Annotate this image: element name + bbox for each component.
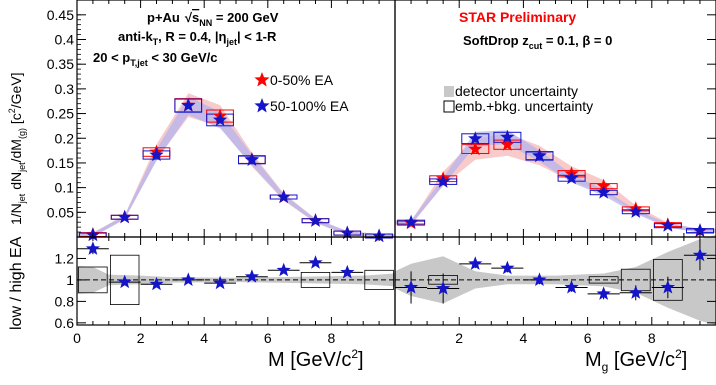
tr-marker-50-100-9: [692, 223, 708, 237]
tl-ytick-label-4: 0.2: [55, 130, 75, 146]
legend-swatch-emb: [443, 100, 455, 113]
bl-detector-band: [77, 266, 395, 294]
axis-ticks: 0.05 0.1 0.15 0.2 0.25 0.3 0.35 0.4 0.45 0.6 0.8 1 1…: [47, 0, 716, 346]
tl-ytick-label-6: 0.3: [55, 81, 75, 97]
softdrop-label: SoftDrop zcut = 0.1, β = 0: [463, 33, 612, 51]
tl-ytick-label-5: 0.25: [47, 106, 74, 122]
x-axis-label-left: M [GeV/c2]: [268, 347, 364, 371]
tr-marker-50-100-7: [628, 204, 643, 218]
tl-marker-50-100-8: [340, 225, 355, 240]
uncertainty-bands: [77, 93, 716, 325]
tl-marker-50-100-7: [308, 213, 323, 227]
br-xtick-label-3: 8: [648, 330, 656, 346]
bl-ytick-label-1: 0.8: [55, 293, 75, 309]
tr-marker-50-100-5: [564, 170, 579, 185]
legend-star-red: [254, 72, 270, 87]
tr-marker-0-50-2: [468, 141, 483, 156]
br-ratio-marker-1: [436, 281, 451, 295]
x-axis-label-right: Mg [GeV/c2]: [585, 347, 687, 374]
bl-xtick-label-3: 6: [264, 330, 272, 346]
bl-ratio-marker-1: [117, 274, 132, 289]
legend-label-50-100: 50-100% EA: [270, 98, 349, 114]
data-markers: [77, 97, 716, 304]
tr-marker-50-100-3: [500, 129, 515, 144]
bl-ytick-label-2: 1: [66, 272, 74, 288]
tl-ytick-label-9: 0.45: [47, 7, 74, 23]
tl-ytick-label-7: 0.35: [47, 56, 74, 72]
legend-swatch-detector: [444, 86, 454, 97]
br-ratio-marker-9: [692, 247, 708, 262]
legend-label-detector: detector uncertainty: [455, 83, 578, 99]
tl-marker-50-100-5: [244, 152, 259, 166]
bl-xtick-label-2: 4: [200, 330, 208, 346]
bl-ytick-label-3: 1.2: [55, 250, 75, 266]
tl-marker-50-100-3: [181, 98, 196, 112]
tl-ytick-label-1: 0.05: [47, 204, 74, 220]
br-ratio-marker-2: [468, 256, 483, 270]
bl-ratio-marker-3: [181, 272, 196, 286]
y-axis-label-bottom: low / high EA: [8, 236, 25, 330]
br-ratio-marker-7: [628, 285, 643, 299]
tr-marker-0-50-3: [500, 137, 515, 151]
tr-marker-50-100-2: [468, 131, 483, 145]
legend-star-blue: [254, 98, 270, 113]
tr-marker-50-100-4: [532, 148, 547, 163]
tl-ytick-label-3: 0.15: [47, 155, 74, 171]
br-xtick-label-1: 4: [520, 330, 528, 346]
br-xtick-label-0: 2: [455, 330, 463, 346]
bl-xtick-label-4: 8: [328, 330, 336, 346]
bl-ratio-marker-0: [85, 241, 100, 255]
tl-marker-50-100-2: [149, 147, 164, 162]
bl-ytick-label-0: 0.6: [55, 315, 75, 331]
y-axis-label-top: 1/Njet dNjet/dM(g) [c2/GeV]: [7, 72, 27, 225]
bl-ratio-marker-5: [244, 269, 259, 283]
br-ratio-marker-8: [660, 279, 675, 294]
legend-right: detector uncertainty emb.+bkg. uncertain…: [443, 83, 593, 114]
header-line-3: 20 < pT,jet < 30 GeV/c: [93, 50, 217, 68]
legend-label-emb: emb.+bkg. uncertainty: [455, 98, 593, 114]
br-ratio-marker-5: [564, 279, 579, 294]
tl-ytick-label-2: 0.1: [55, 180, 75, 196]
br-ratio-marker-0: [403, 279, 419, 294]
header-line-2: anti-kT, R = 0.4, |ηjet| < 1-R: [118, 29, 277, 47]
tl-marker-50-100-6: [276, 189, 291, 204]
star-preliminary-label: STAR Preliminary: [459, 9, 576, 25]
legend-label-0-50: 0-50% EA: [270, 72, 334, 88]
bl-xtick-label-0: 0: [73, 330, 81, 346]
legend-left: 0-50% EA 50-100% EA: [254, 72, 349, 114]
bl-ratio-marker-2: [149, 276, 164, 291]
bl-ratio-marker-8: [340, 264, 355, 279]
bl-xtick-label-1: 2: [137, 330, 145, 346]
br-ratio-marker-6: [596, 286, 611, 300]
tr-marker-50-100-0: [403, 214, 419, 229]
header-line-1: p+Au √sNN = 200 GeV: [147, 10, 279, 28]
tl-marker-50-100-1: [117, 209, 132, 224]
tl-ytick-label-8: 0.4: [55, 32, 75, 48]
tl-marker-50-100-4: [213, 112, 228, 126]
br-ratio-marker-3: [500, 260, 515, 275]
br-ratio-marker-4: [532, 272, 547, 286]
tr-marker-50-100-1: [436, 174, 451, 188]
bl-ratio-marker-4: [213, 275, 228, 290]
bl-ratio-marker-6: [276, 262, 291, 277]
tr-marker-50-100-6: [596, 185, 611, 199]
bl-ratio-marker-7: [308, 255, 323, 269]
sqrt-s-text: s: [192, 10, 199, 25]
br-xtick-label-2: 6: [584, 330, 592, 346]
tr-marker-50-100-8: [660, 218, 675, 232]
